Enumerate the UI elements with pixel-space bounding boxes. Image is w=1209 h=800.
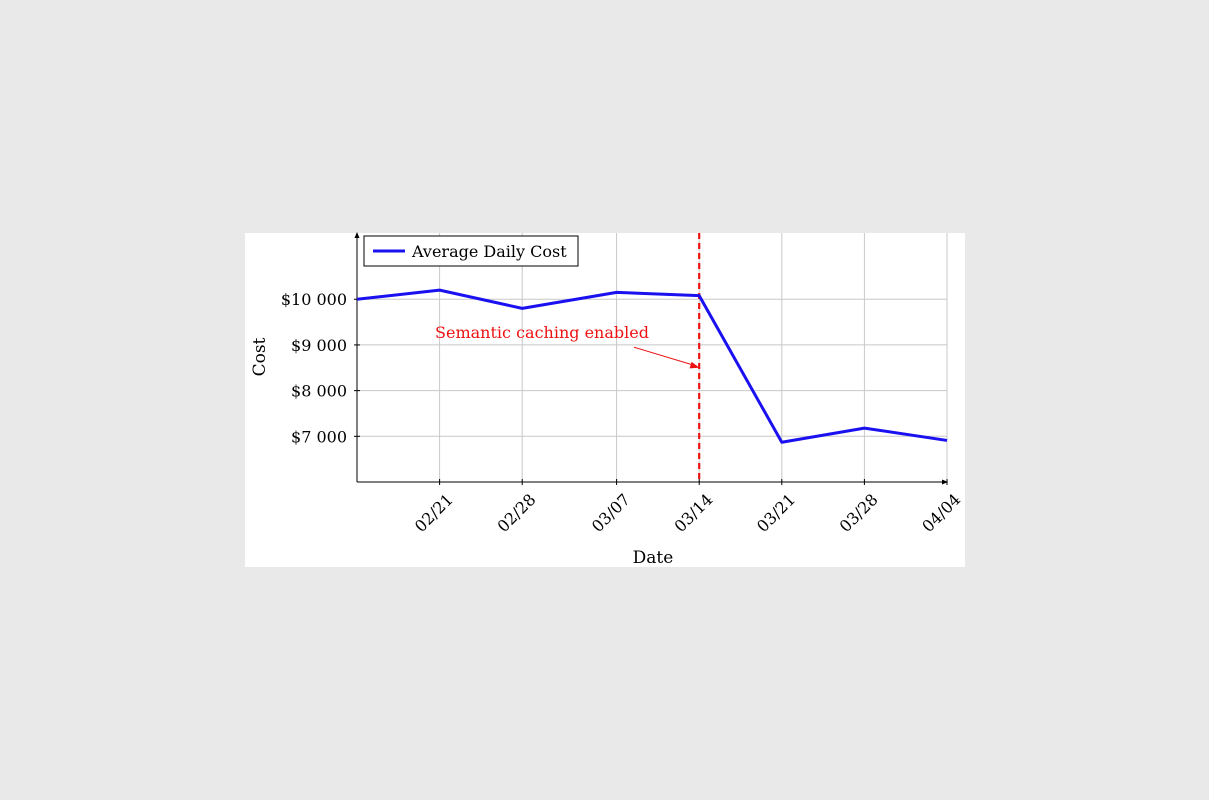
grid-lines — [357, 233, 948, 482]
x-tick-label: 03/28 — [836, 490, 882, 536]
series-layer — [356, 288, 948, 444]
y-tick-label: $7 000 — [291, 427, 347, 446]
y-tick-label: $10 000 — [281, 290, 347, 309]
annotation-label: Semantic caching enabled — [435, 323, 649, 342]
x-tick-label: 02/21 — [411, 490, 457, 536]
annotation-arrow-line — [633, 346, 698, 367]
series-line — [356, 288, 948, 444]
legend: Average Daily Cost — [363, 235, 579, 267]
x-tick-label: 03/14 — [670, 490, 716, 536]
y-axis-arrow-icon — [354, 232, 360, 238]
legend-label: Average Daily Cost — [411, 242, 567, 261]
x-axis-arrow-icon — [942, 479, 948, 485]
figure-panel — [245, 233, 965, 567]
y-tick-label: $8 000 — [291, 382, 347, 401]
x-tick-label: 03/21 — [753, 490, 799, 536]
axes — [354, 232, 948, 485]
x-axis-title: Date — [633, 548, 674, 568]
event-marker: Semantic caching enabled — [435, 233, 701, 482]
x-tick-label: 03/07 — [588, 490, 634, 536]
y-tick-label: $9 000 — [291, 336, 347, 355]
y-axis-title: Cost — [250, 337, 270, 376]
x-tick-label: 02/28 — [493, 490, 539, 536]
x-tick-label: 04/04 — [918, 490, 964, 536]
annotation-arrowhead-icon — [689, 361, 700, 369]
